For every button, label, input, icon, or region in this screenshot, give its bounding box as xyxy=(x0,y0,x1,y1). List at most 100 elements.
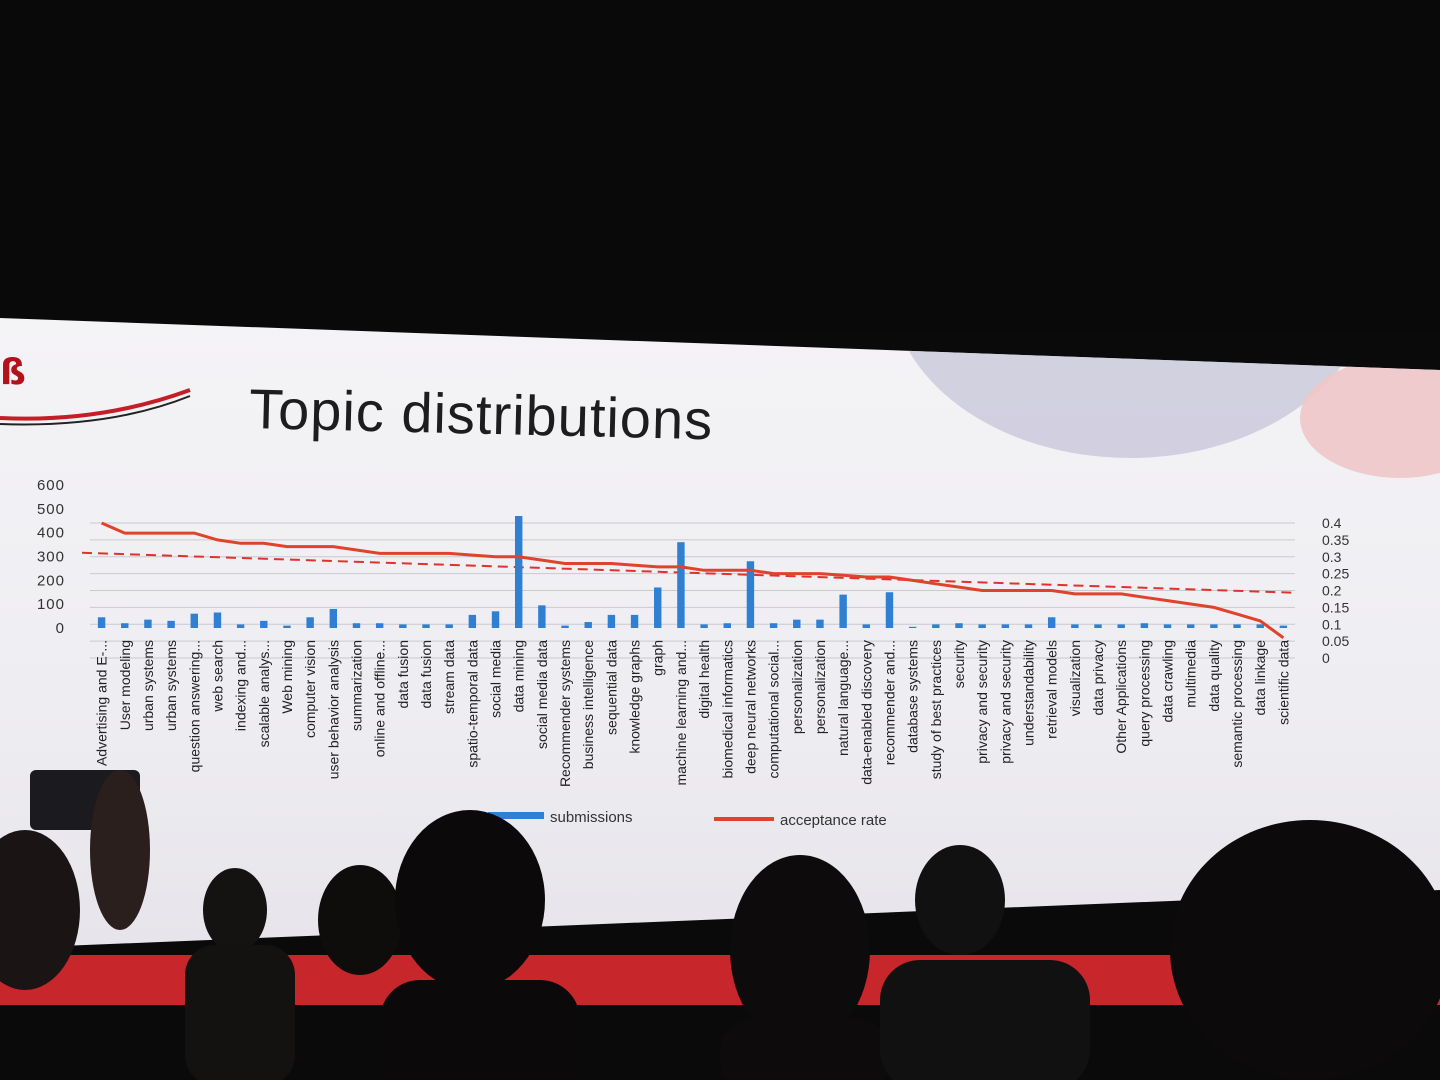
legend-submissions-label: submissions xyxy=(550,809,633,826)
bar-29 xyxy=(746,561,755,628)
bar-52 xyxy=(1279,625,1288,628)
bar-28 xyxy=(723,623,731,628)
bar-30 xyxy=(769,623,778,628)
bar-16 xyxy=(445,624,453,628)
category-label: graph xyxy=(650,640,666,676)
bar-24 xyxy=(630,614,639,628)
category-label: biomedical informatics xyxy=(719,640,735,779)
y-left-tick-label: 100 xyxy=(37,596,65,613)
category-label: Recommender systems xyxy=(557,640,573,787)
bar-26 xyxy=(677,542,685,628)
bar-20 xyxy=(538,605,546,628)
legend-acceptance-swatch xyxy=(714,817,774,821)
category-label: database systems xyxy=(905,640,921,753)
category-label: data fusion xyxy=(418,640,434,709)
bar-23 xyxy=(607,614,616,628)
category-label: spatio-temporal data xyxy=(464,640,480,768)
category-label: deep neural networks xyxy=(742,640,758,774)
bar-18 xyxy=(491,611,500,628)
bar-13 xyxy=(375,623,384,628)
bar-40 xyxy=(1001,624,1010,628)
bar-14 xyxy=(399,624,407,628)
category-label: data fusion xyxy=(395,640,411,709)
bar-17 xyxy=(468,614,477,628)
decorative-circle xyxy=(890,318,1370,458)
bar-46 xyxy=(1140,623,1149,628)
bar-43 xyxy=(1071,624,1079,628)
bar-35 xyxy=(885,592,894,628)
bar-33 xyxy=(839,594,847,628)
bar-49 xyxy=(1210,624,1218,628)
category-label: machine learning and... xyxy=(673,640,689,786)
category-label: summarization xyxy=(348,640,364,731)
category-label: personalization xyxy=(812,640,828,734)
category-label: User modeling xyxy=(117,640,133,730)
category-label: natural language... xyxy=(835,640,851,756)
category-label: social media data xyxy=(534,640,550,749)
acceptance-rate-line xyxy=(101,521,1285,640)
bar-8 xyxy=(260,620,268,628)
category-label: business intelligence xyxy=(580,640,596,769)
bar-51 xyxy=(1256,624,1264,628)
y-left-tick-label: 500 xyxy=(37,501,65,518)
category-label: data privacy xyxy=(1090,640,1106,715)
decorative-swoosh xyxy=(0,388,191,426)
category-label: study of best practices xyxy=(928,640,944,779)
category-label: Web mining xyxy=(279,640,295,714)
category-label: understandability xyxy=(1021,640,1037,746)
bar-50 xyxy=(1233,624,1241,628)
bar-44 xyxy=(1094,624,1102,628)
bar-27 xyxy=(700,624,708,628)
bar-48 xyxy=(1187,624,1195,628)
y-right-tick-label: 0.3 xyxy=(1322,549,1342,565)
category-label: computational social... xyxy=(766,640,782,779)
category-label: social media xyxy=(488,640,504,718)
category-label: privacy and security xyxy=(974,640,990,764)
bar-5 xyxy=(190,613,198,628)
bar-42 xyxy=(1047,617,1056,628)
category-label: online and offline... xyxy=(372,640,388,757)
bar-6 xyxy=(213,612,222,628)
average-acceptance-line xyxy=(81,551,1296,594)
dark-ceiling xyxy=(0,0,1440,330)
category-label: scalable analys... xyxy=(256,640,272,747)
bar-10 xyxy=(306,617,314,628)
slide-title: Topic distributions xyxy=(248,376,714,452)
bar-21 xyxy=(561,625,569,628)
category-label: data crawling xyxy=(1160,640,1176,723)
category-label: user behavior analysis xyxy=(325,640,341,779)
bar-38 xyxy=(955,623,963,628)
y-right-tick-label: 0.05 xyxy=(1322,633,1349,649)
bar-31 xyxy=(793,619,801,628)
category-label: question answering... xyxy=(186,640,202,772)
category-label: data mining xyxy=(511,640,527,712)
category-label: retrieval models xyxy=(1044,640,1060,739)
bar-1 xyxy=(97,617,106,628)
category-label: indexing and... xyxy=(233,640,249,731)
y-right-tick-label: 0.4 xyxy=(1322,515,1342,531)
category-label: visualization xyxy=(1067,640,1083,716)
category-label: scientific data xyxy=(1275,640,1291,725)
y-left-tick-label: 200 xyxy=(37,572,65,589)
bar-47 xyxy=(1163,624,1172,628)
bar-12 xyxy=(352,623,361,628)
legend-submissions-swatch xyxy=(488,812,544,819)
bar-11 xyxy=(329,608,338,628)
category-label: personalization xyxy=(789,640,805,734)
bar-9 xyxy=(283,625,291,628)
category-label: urban systems xyxy=(163,640,179,731)
bar-7 xyxy=(236,624,245,628)
category-label: knowledge graphs xyxy=(627,640,643,754)
y-right-tick-label: 0 xyxy=(1322,650,1330,666)
category-label: digital health xyxy=(696,640,712,719)
y-right-tick-label: 0.25 xyxy=(1322,566,1349,582)
bar-19 xyxy=(514,515,523,628)
bar-41 xyxy=(1024,624,1033,628)
bar-2 xyxy=(121,623,129,628)
bar-39 xyxy=(978,624,986,628)
y-right-tick-label: 0.15 xyxy=(1322,599,1349,615)
y-right-tick-label: 0.2 xyxy=(1322,583,1342,599)
y-right-tick-label: 0.35 xyxy=(1322,532,1349,548)
category-label: Advertising and E-... xyxy=(94,640,110,766)
